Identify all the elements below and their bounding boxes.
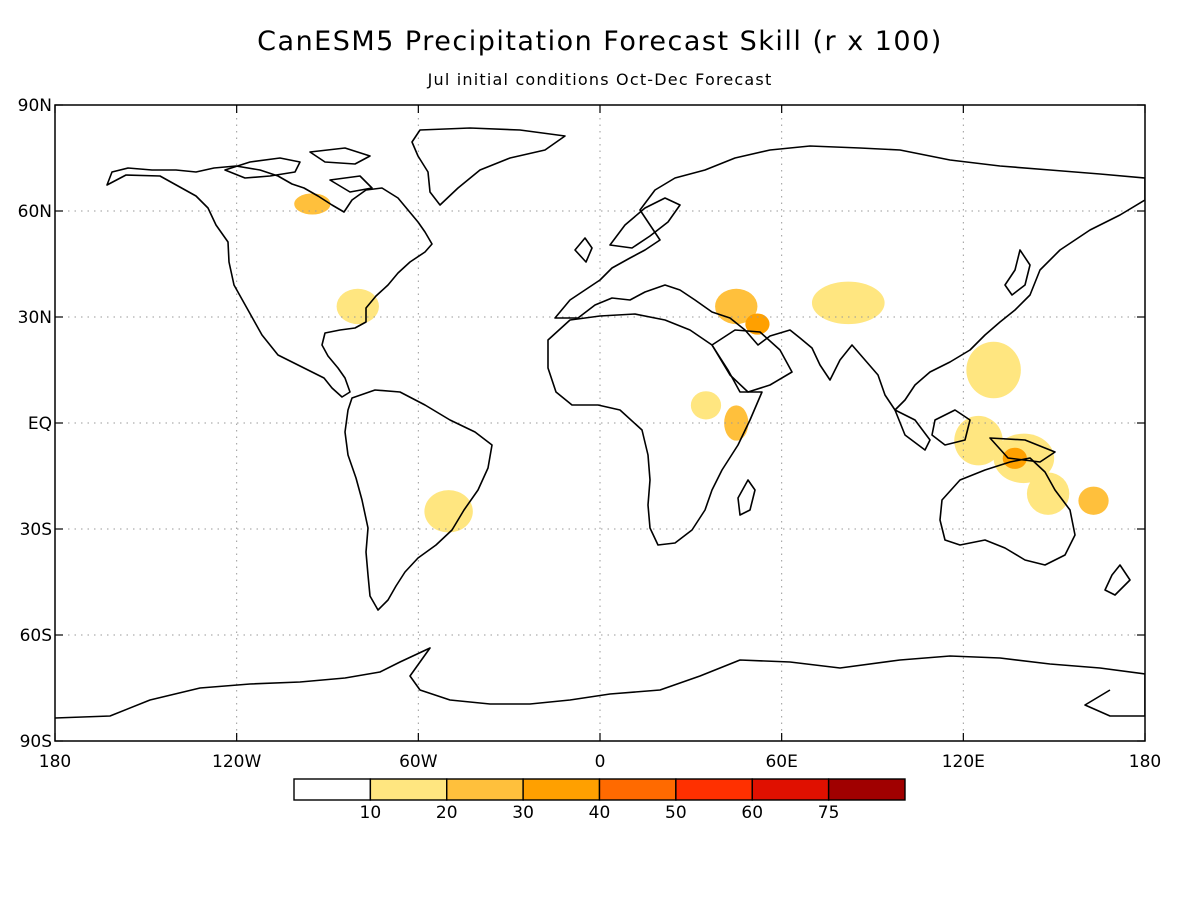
lat-tick-label: 30N [18, 308, 52, 328]
skill-patch-9 [1078, 486, 1109, 515]
axis-ticks: 180 120W 60W 0 60E 120E 180 90N 60N 30N EQ 30S 60S 90… [18, 96, 1162, 772]
skill-patch-7 [294, 193, 331, 215]
legend-label: 75 [818, 803, 840, 823]
coastline-antarctica [55, 647, 1145, 719]
coastline-japan [1004, 249, 1031, 296]
skill-patch-10 [966, 341, 1021, 399]
lon-tick-label: 60E [765, 752, 797, 772]
coastline-greenland [411, 127, 566, 206]
legend-label: 30 [512, 803, 534, 823]
legend-label: 50 [665, 803, 687, 823]
coastline-sumatra [894, 409, 931, 451]
coastline-arabia [711, 329, 793, 393]
coastline-scandinavia [609, 197, 681, 249]
legend-label: 20 [436, 803, 458, 823]
skill-patch-13 [424, 490, 473, 533]
lat-tick-label: 60S [20, 626, 52, 646]
legend-swatch [522, 778, 601, 801]
legend-label: 10 [360, 803, 382, 823]
legend-swatch [293, 778, 372, 801]
lon-tick-label: 180 [39, 752, 71, 772]
coastline-new-zealand [1104, 564, 1131, 596]
coastline-north-america [106, 165, 433, 398]
map-subtitle: Jul initial conditions Oct-Dec Forecast [427, 70, 773, 89]
legend-label: 60 [741, 803, 763, 823]
lat-tick-label: 30S [20, 520, 52, 540]
legend-label: 40 [589, 803, 611, 823]
coastline-australia [939, 457, 1076, 566]
coastline-uk [574, 237, 593, 263]
legend-swatch [446, 778, 524, 801]
legend-swatch [675, 778, 753, 801]
coastline-borneo [931, 409, 971, 446]
coastlines [55, 127, 1145, 719]
coastline-new-guinea [989, 437, 1056, 463]
legend-swatch [827, 778, 906, 801]
lon-tick-label: 0 [595, 752, 606, 772]
coastline-arctic-islands [224, 147, 373, 193]
lon-tick-label: 60W [399, 752, 438, 772]
skill-patch-12 [1026, 472, 1070, 515]
lat-tick-label: EQ [28, 414, 52, 434]
skill-patch-8 [724, 405, 749, 441]
map-title: CanESM5 Precipitation Forecast Skill (r … [257, 26, 943, 57]
lon-tick-label: 120E [942, 752, 985, 772]
lat-tick-label: 90S [20, 732, 52, 752]
legend-swatch [369, 778, 448, 801]
skill-patch-2 [715, 288, 758, 325]
skill-patch-3 [745, 313, 770, 335]
lon-tick-label: 180 [1129, 752, 1161, 772]
legend-swatch [751, 778, 830, 801]
coastline-eurasia [554, 145, 1145, 411]
lat-tick-label: 90N [18, 96, 52, 116]
skill-patch-11 [690, 391, 722, 420]
coastline-madagascar [737, 479, 756, 516]
skill-patch-4 [954, 415, 1003, 466]
lat-tick-label: 60N [18, 202, 52, 222]
color-legend: 10 20 30 40 50 60 75 [293, 778, 906, 823]
skill-patch-0 [811, 281, 885, 325]
skill-patch-1 [336, 288, 379, 325]
legend-swatch [598, 778, 677, 801]
coastline-south-america [344, 389, 493, 611]
lon-tick-label: 120W [212, 752, 261, 772]
skill-shading-layer [294, 193, 1109, 533]
coastline-africa [547, 313, 763, 546]
